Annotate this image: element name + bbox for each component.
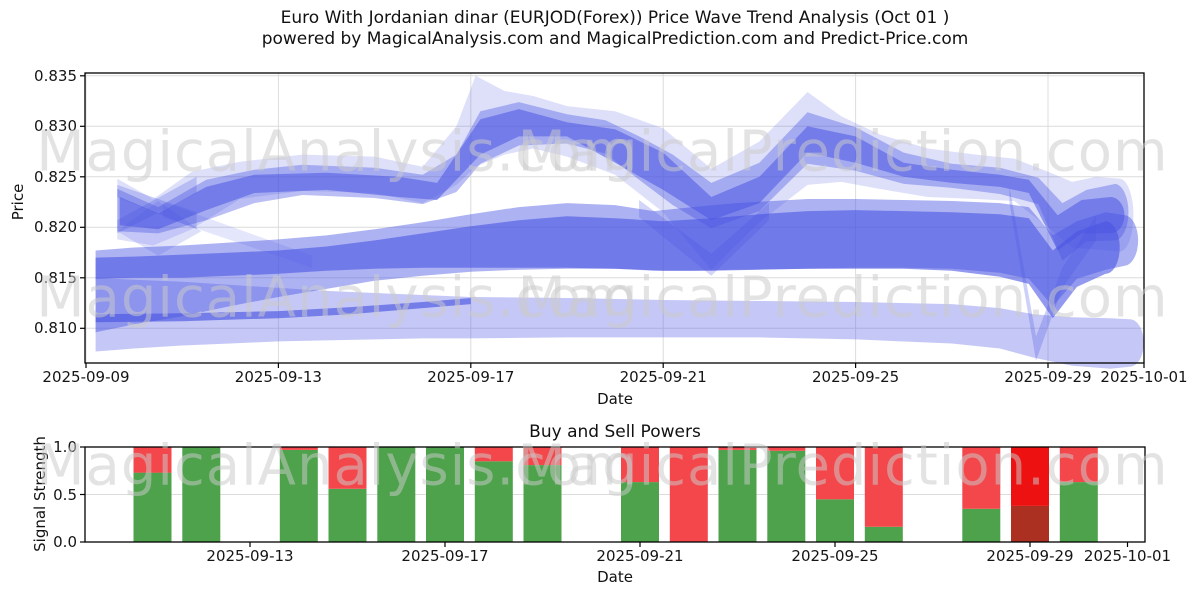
signal-xaxis-label: Date: [597, 568, 633, 586]
signal-y-tick-label: 0.5: [53, 485, 77, 504]
wave-band-dark-trend-line: [95, 298, 471, 323]
price-x-tick-label: 2025-09-13: [234, 368, 322, 386]
signal-bar-segment-buy: [182, 447, 221, 542]
wave-band-upper-dark-core: [119, 109, 1125, 251]
figure-title-line1: Euro With Jordanian dinar (EURJOD(Forex)…: [280, 8, 950, 28]
wave-band-right-deep-v: [1009, 186, 1097, 361]
signal-bar-segment-buy: [426, 447, 464, 542]
price-x-tick-label: 2025-09-17: [427, 368, 515, 386]
signal-x-tick-label: 2025-09-13: [206, 547, 294, 565]
price-y-tick-label: 0.810: [34, 319, 77, 338]
signal-x-tick-label: 2025-09-17: [401, 547, 489, 565]
signal-y-tick-label: 1.0: [53, 438, 77, 456]
price-xaxis-label: Date: [597, 390, 633, 408]
price-x-tick-label: 2025-09-21: [619, 368, 707, 386]
signal-bar-segment-sell_bright: [1011, 447, 1049, 506]
signal-x-tick-label: 2025-09-21: [596, 547, 684, 565]
signal-bar-segment-sell: [669, 447, 708, 542]
price-y-tick-label: 0.815: [34, 268, 77, 287]
signal-bar-segment-sell: [767, 447, 806, 451]
signal-bar-segment-buy: [767, 450, 806, 542]
price-x-tick-label: 2025-09-25: [812, 368, 900, 386]
signal-bar-segment-buy: [279, 449, 318, 542]
signal-bar-segment-sell_dark: [1011, 505, 1049, 542]
price-y-tick-label: 0.835: [34, 66, 77, 85]
signal-bar-segment-buy: [1059, 482, 1098, 542]
wave-band-upper-light-envelope: [117, 75, 1134, 270]
signal-bar-segment-sell: [474, 447, 513, 462]
signal-bar-segment-buy: [377, 447, 416, 542]
signal-bar-segment-sell: [962, 447, 1001, 509]
wave-band-dip-light-v: [639, 200, 769, 276]
price-y-tick-label: 0.825: [34, 167, 77, 186]
figure-title-line2: powered by MagicalAnalysis.com and Magic…: [261, 29, 969, 49]
price-x-tick-label: 2025-09-09: [42, 368, 130, 386]
wave-poly-left-cross-down: [117, 184, 197, 230]
signal-y-tick-label: 0.0: [53, 533, 77, 551]
signal-bar-segment-buy: [133, 472, 172, 542]
signal-bar-segment-buy: [474, 461, 513, 543]
signal-bar-segment-buy: [328, 488, 367, 542]
signal-bar-segment-sell: [718, 447, 757, 450]
signal-axis-label: Signal Strength: [31, 436, 49, 552]
wave-band-lower-light-band: [95, 277, 1144, 369]
signal-bar-segment-sell: [279, 447, 318, 450]
signal-bar-segment-buy: [864, 526, 903, 542]
signal-bar-segment-buy: [621, 482, 659, 542]
wave-band-central-dark-band: [95, 210, 1120, 319]
price-y-tick-label: 0.830: [34, 117, 77, 136]
price-x-tick-label: 2025-10-01: [1100, 368, 1188, 386]
price-axis-label: Price: [9, 183, 27, 221]
signal-bar-segment-buy: [523, 465, 562, 543]
wave-band-upper-medium-band: [117, 102, 1129, 261]
wave-poly-left-diamond: [117, 201, 202, 256]
signal-bar-segment-sell: [816, 447, 854, 500]
price-y-tick-label: 0.820: [34, 218, 77, 237]
signal-bar-segment-sell: [1059, 447, 1098, 483]
signal-x-tick-label: 2025-09-29: [986, 547, 1074, 565]
signal-bar-segment-sell: [621, 447, 659, 483]
signal-bar-segment-sell: [523, 447, 562, 466]
signal-bar-segment-sell: [328, 447, 367, 489]
signal-chart-title: Buy and Sell Powers: [529, 422, 701, 442]
wave-poly-left-cross-up: [117, 176, 197, 234]
signal-x-tick-label: 2025-10-01: [1083, 547, 1172, 565]
signal-bar-segment-sell: [864, 447, 903, 527]
signal-bar-segment-buy: [962, 508, 1001, 543]
signal-bar-segment-sell: [133, 447, 172, 473]
signal-bar-segment-buy: [816, 499, 854, 543]
signal-bar-segment-buy: [718, 449, 757, 542]
wave-poly-left-descender: [163, 202, 313, 268]
signal-x-tick-label: 2025-09-25: [791, 547, 879, 565]
price-x-tick-label: 2025-09-29: [1004, 368, 1092, 386]
